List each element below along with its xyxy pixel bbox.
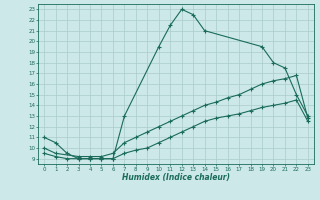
X-axis label: Humidex (Indice chaleur): Humidex (Indice chaleur) bbox=[122, 173, 230, 182]
